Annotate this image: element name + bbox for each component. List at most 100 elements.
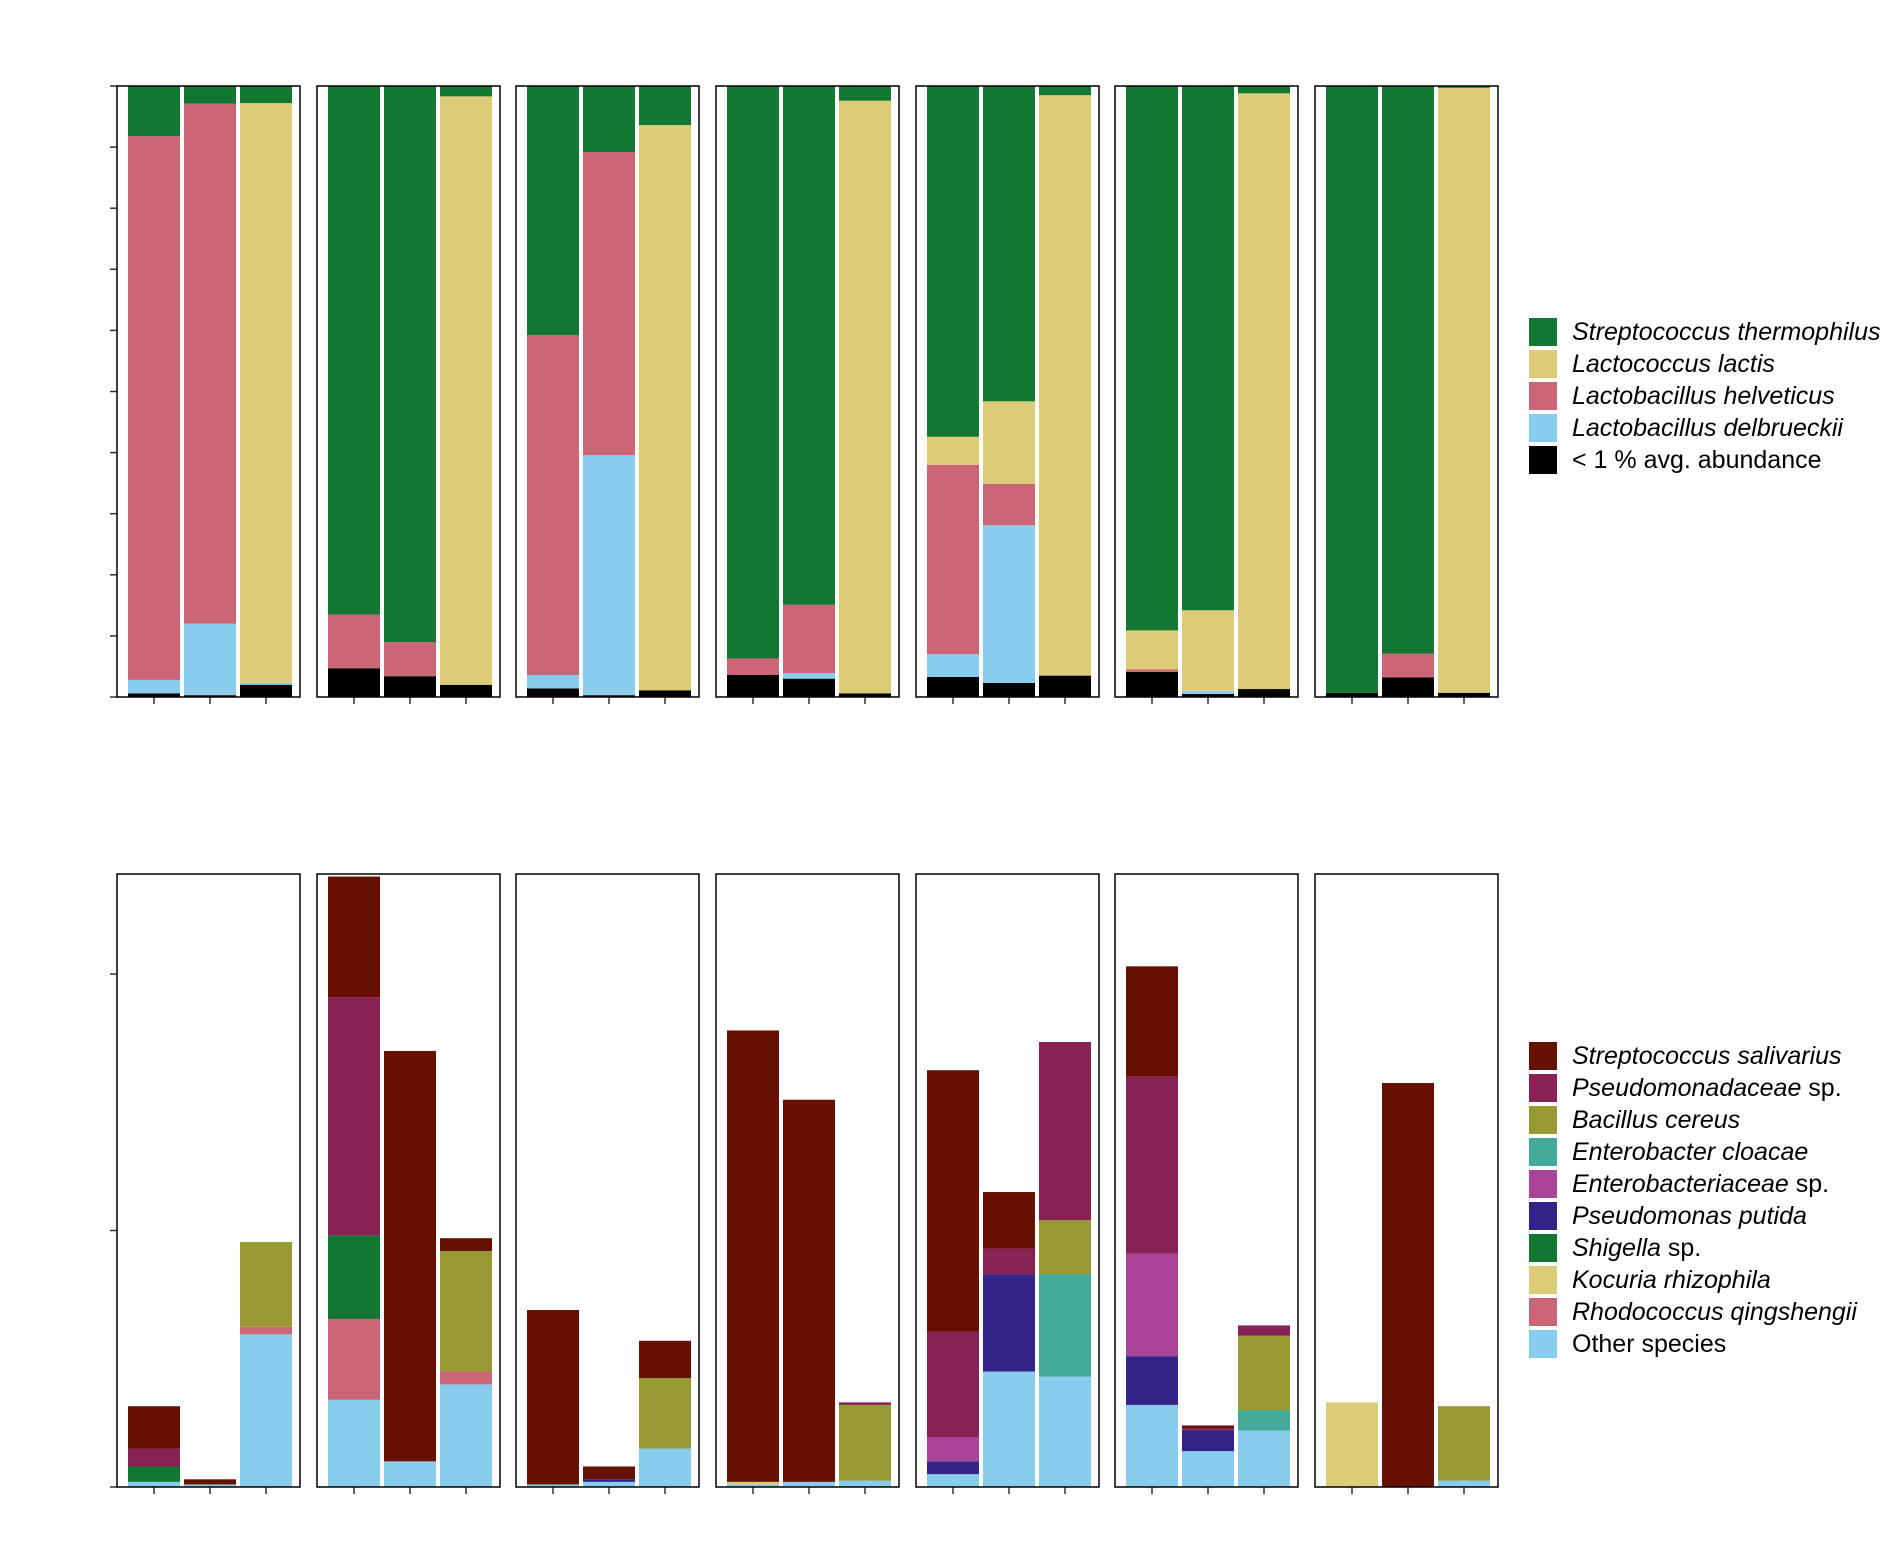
bar-segment-1-avg-abundance [527,688,579,697]
bar-segment-bacillus-cereus [440,1251,492,1372]
facet-erwc-o [915,85,1100,704]
bar-segment-1-avg-abundance [328,668,380,697]
legend-label-lactobacillus-helveticus: Lactobacillus helveticus [1572,382,1835,410]
bar-segment-other-species [240,1334,292,1487]
facet-erwc-hs-y [715,85,900,704]
bar-segment-lactobacillus-helveticus [1382,653,1434,678]
panel-a: Streptococcus thermophilus Lactococcus la… [110,85,1880,704]
bar-segment-1-avg-abundance [1126,671,1178,697]
bar-segment-streptococcus-thermophilus [128,86,180,137]
bar-segment-lactobacillus-delbrueckii [527,675,579,689]
facet-frame [1314,85,1499,698]
facet-frame [515,873,700,1488]
bar-segment-1-avg-abundance [583,695,635,697]
facet-frame [1314,873,1499,1488]
bar-segment-lactobacillus-delbrueckii [927,654,979,677]
bar-segment-streptococcus-salivarius [384,1050,436,1462]
bar-segment-1-avg-abundance [727,675,779,697]
bar-segment-shigella-sp [328,1235,380,1320]
bar-segment-lactococcus-lactis [983,401,1035,484]
bar-segment-rhodococcus-qingshengii [328,1319,380,1400]
facet-nwc [1314,873,1499,1494]
bar-segment-lactobacillus-helveticus [927,464,979,655]
bar-segment-bacillus-cereus [1238,1335,1290,1411]
legend-swatch-streptococcus-thermophilus [1529,318,1557,346]
bar-segment-1-avg-abundance [839,693,891,697]
bar-segment-pseudomonadaceae-sp [1182,1428,1234,1431]
bar-segment-streptococcus-thermophilus [1126,86,1178,631]
facet-frame [1114,873,1299,1488]
bar-segment-1-avg-abundance [1238,689,1290,697]
bar-segment-lactobacillus-delbrueckii [240,682,292,685]
bar-segment-lactococcus-lactis [1438,87,1490,693]
bar-segment-lactococcus-lactis [1126,630,1178,670]
bar-segment-streptococcus-thermophilus [184,86,236,104]
bar-segment-lactococcus-lactis [1039,95,1091,676]
bar-segment-pseudomonas-putida [1182,1430,1234,1452]
legend-swatch-rhodococcus-qingshengii [1529,1298,1557,1326]
bar-segment-other-species [1126,1404,1178,1487]
bar-segment-streptococcus-salivarius [128,1406,180,1449]
bar-segment-kocuria-rhizophila [1326,1402,1378,1487]
facet-frame [915,873,1100,1488]
legend-swatch-pseudomonas-putida [1529,1202,1557,1230]
bar-segment-kocuria-rhizophila [727,1481,779,1485]
bar-segment-pseudomonas-putida [927,1461,979,1475]
facet-frame [715,873,900,1488]
bar-segment-other-species [440,1384,492,1487]
bar-segment-pseudomonadaceae-sp [1238,1325,1290,1336]
bar-segment-1-avg-abundance [1182,693,1234,697]
bar-segment-pseudomonadaceae-sp [983,1248,1035,1275]
bar-segment-lactobacillus-delbrueckii [983,525,1035,683]
bar-segment-streptococcus-salivarius [527,1310,579,1485]
bar-segment-lactobacillus-delbrueckii [184,623,236,696]
legend-label-rhodococcus-qingshengii: Rhodococcus qingshengii [1572,1298,1858,1326]
legend-label-bacillus-cereus: Bacillus cereus [1572,1106,1740,1134]
legend-label-shigella-sp: Shigella sp. [1572,1234,1701,1262]
legend-label-1-avg-abundance: < 1 % avg. abundance [1572,446,1822,474]
bar-segment-other-species [583,1481,635,1487]
bar-segment-1-avg-abundance [1438,692,1490,697]
bar-segment-pseudomonas-putida [983,1274,1035,1372]
bar-segment-streptococcus-thermophilus [1182,86,1234,611]
bar-segment-other-species [783,1481,835,1487]
bar-segment-streptococcus-salivarius [1382,1083,1434,1487]
bar-segment-other-species [1039,1376,1091,1487]
bar-segment-lactococcus-lactis [1182,610,1234,691]
bar-segment-pseudomonas-putida [1126,1356,1178,1405]
bar-segment-lactobacillus-helveticus [783,604,835,674]
legend-swatch-other-species [1529,1330,1557,1358]
bar-segment-lactobacillus-delbrueckii [128,679,180,694]
bar-segment-lactococcus-lactis [927,436,979,465]
bar-segment-enterobacteriaceae-sp [1126,1253,1178,1357]
bar-segment-streptococcus-thermophilus [983,86,1035,402]
bar-segment-lactobacillus-helveticus [384,642,436,677]
bar-segment-other-species [1182,1451,1234,1487]
bar-segment-bacillus-cereus [639,1377,691,1449]
bar-segment-other-species [384,1461,436,1487]
legend-label-other-species: Other species [1572,1330,1726,1358]
legend-label-pseudomonas-putida: Pseudomonas putida [1572,1202,1807,1230]
bar-segment-other-species [727,1484,779,1487]
bar-segment-streptococcus-salivarius [983,1192,1035,1249]
bar-segment-streptococcus-thermophilus [839,86,891,101]
bar-segment-streptococcus-thermophilus [1382,86,1434,654]
bar-segment-1-avg-abundance [1326,692,1378,697]
facet-frame [515,85,700,698]
facet-frame [1114,85,1299,698]
bar-segment-streptococcus-salivarius [328,876,380,998]
bar-segment-bacillus-cereus [240,1242,292,1327]
bar-segment-lactobacillus-helveticus [128,136,180,680]
legend-label-lactobacillus-delbrueckii: Lactobacillus delbrueckii [1572,414,1844,442]
bar-segment-pseudomonadaceae-sp [328,997,380,1236]
legend-label-streptococcus-salivarius: Streptococcus salivarius [1572,1042,1842,1070]
bar-segment-streptococcus-thermophilus [440,86,492,97]
bar-segment-1-avg-abundance [184,695,236,697]
legend-swatch-bacillus-cereus [1529,1106,1557,1134]
bar-segment-lactococcus-lactis [1238,93,1290,690]
bar-segment-lactobacillus-helveticus [727,658,779,676]
facet-erwc-hs-y [715,873,900,1494]
facet-erwc-h-y [316,873,501,1494]
legend-swatch-lactobacillus-helveticus [1529,382,1557,410]
